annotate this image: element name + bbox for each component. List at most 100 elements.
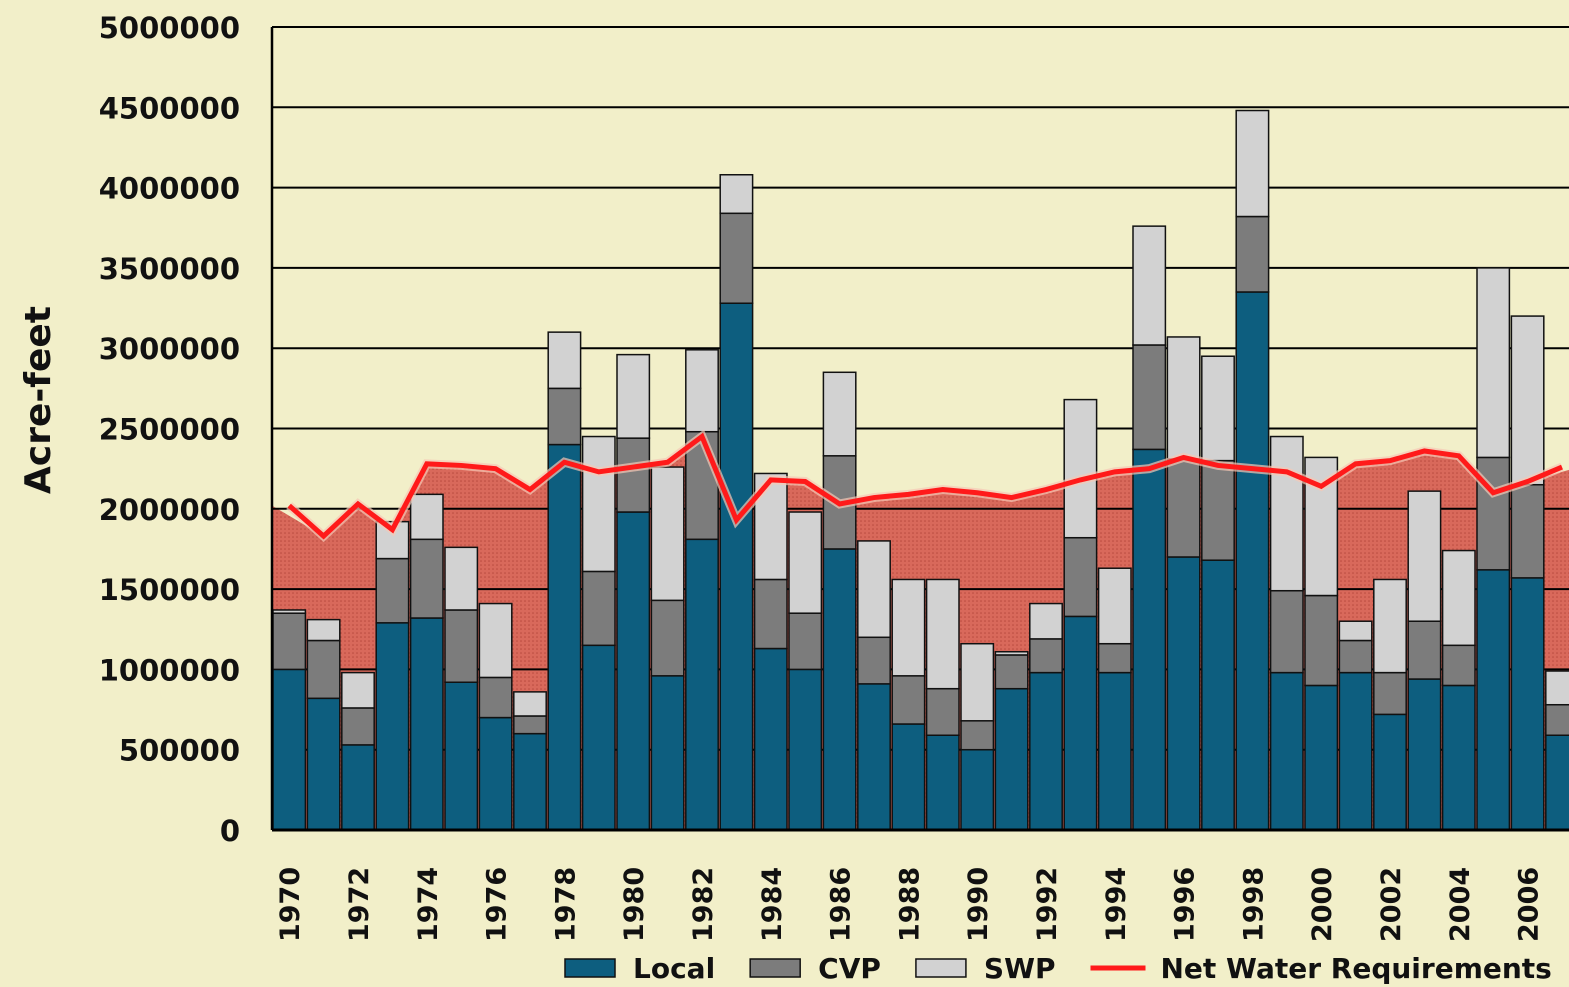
bar-segment (1097, 642, 1132, 674)
bar-segment (409, 617, 444, 831)
bar-segment (616, 511, 651, 831)
requirement-line (287, 432, 1563, 540)
bar-segment (1029, 638, 1063, 674)
bar-segment (1304, 684, 1339, 831)
bar-segment (375, 622, 410, 831)
x-tick-label: 1982 (688, 867, 719, 942)
bar-segment (513, 715, 547, 735)
x-tick-label: 1986 (826, 867, 857, 942)
y-tick-label: 4500000 (99, 91, 240, 125)
x-tick-label: 1970 (275, 867, 306, 942)
bar-segment (788, 612, 823, 671)
bar-segment (581, 435, 616, 573)
bar-segment (547, 443, 582, 831)
bar-segment (272, 609, 307, 614)
bar-segment (1063, 536, 1098, 618)
bar-segment (478, 716, 513, 831)
x-tick-label: 1972 (344, 867, 375, 942)
bar-segment (1132, 344, 1167, 451)
bar-segment (444, 681, 479, 831)
bar-segment (341, 707, 375, 746)
bar-segment (1545, 703, 1569, 736)
bar-segment (891, 675, 926, 725)
bar-segment (960, 720, 995, 751)
x-tick-label: 1980 (619, 867, 650, 942)
bar-segment (513, 691, 547, 717)
bar-segment (891, 723, 926, 831)
bar-segment (341, 744, 375, 831)
bar-segment (1545, 670, 1569, 706)
bar-segment (1097, 671, 1132, 831)
bar-segment (547, 331, 582, 390)
y-tick-label: 2500000 (99, 413, 240, 447)
bar-segment (1338, 639, 1373, 674)
bar-segment (1476, 267, 1511, 459)
bar-segment (409, 538, 444, 619)
bar-segment (1063, 615, 1098, 831)
x-tick-label: 1984 (757, 867, 788, 942)
bar-segment (857, 540, 891, 639)
bar-segment (1338, 620, 1373, 642)
y-tick-label: 4000000 (99, 172, 240, 206)
bar-segment (822, 371, 857, 457)
x-tick-label: 1998 (1238, 867, 1269, 942)
x-tick-label: 1994 (1101, 867, 1132, 942)
bar-segment (1201, 559, 1235, 831)
bar-segment (1407, 620, 1442, 680)
bar-segment (994, 654, 1029, 690)
bar-segment (650, 599, 685, 677)
bar-segment (478, 676, 513, 719)
bar-segment (306, 618, 341, 642)
legend-swatch (915, 958, 967, 978)
legend-label: Local (633, 952, 715, 985)
y-tick-label: 1500000 (99, 573, 240, 607)
bar-segment (925, 687, 960, 736)
y-tick-label: 3500000 (99, 252, 240, 286)
bar-segment (925, 578, 960, 690)
bar-segment (444, 609, 479, 683)
bar-segment (994, 650, 1029, 656)
bar-segment (581, 570, 616, 647)
bar-segment (1269, 589, 1304, 674)
x-tick-label: 1992 (1032, 867, 1063, 942)
bar-segment (1235, 215, 1270, 293)
x-tick-label: 2002 (1376, 867, 1407, 942)
bar-segment (1097, 567, 1132, 645)
bar-segment (616, 353, 651, 439)
x-tick-label: 2004 (1445, 867, 1476, 942)
x-tick-label: 1978 (550, 867, 581, 942)
y-tick-label: 500000 (119, 734, 240, 768)
bar-segment (581, 644, 616, 831)
bar-segment (547, 387, 582, 446)
bar-segment (960, 748, 995, 831)
x-tick-label: 2006 (1514, 867, 1545, 942)
bar-segment (306, 639, 341, 700)
y-tick-label: 3000000 (99, 332, 240, 366)
bar-segment (822, 548, 857, 831)
bar-segment (960, 642, 995, 722)
bar-segment (1166, 458, 1201, 558)
bar-segment (478, 602, 513, 679)
bar-segment (1304, 594, 1339, 687)
bar-segment (857, 683, 891, 831)
bar-segment (1235, 291, 1270, 831)
bar-segment (1510, 483, 1545, 579)
bar-segment (272, 668, 307, 831)
bar-segment (719, 212, 754, 304)
bar-segment (891, 578, 926, 677)
bar-segment (1545, 734, 1569, 831)
bar-segment (994, 687, 1029, 831)
bar-segment (1166, 336, 1201, 460)
x-tick-label: 2000 (1307, 867, 1338, 942)
y-tick-label: 1000000 (99, 653, 240, 687)
bar-segment (513, 732, 547, 831)
bar-segment (1441, 684, 1476, 831)
bar-segment (1441, 644, 1476, 687)
bar-segment (1407, 678, 1442, 831)
bar-segment (1132, 225, 1167, 346)
y-tick-label: 5000000 (99, 11, 240, 45)
bar-segment (616, 437, 651, 513)
legend-label: Net Water Requirements (1161, 952, 1552, 985)
